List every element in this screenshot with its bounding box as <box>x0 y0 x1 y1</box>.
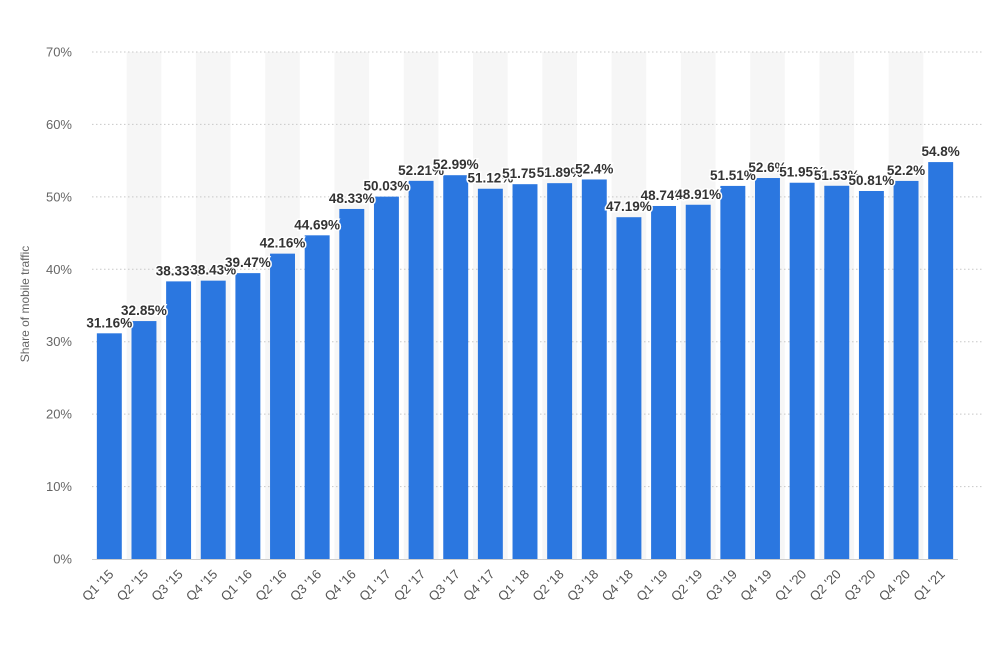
bar[interactable] <box>512 184 538 560</box>
bar[interactable] <box>824 185 850 559</box>
y-axis-title: Share of mobile traffic <box>18 246 32 363</box>
y-tick-label: 0% <box>53 552 72 567</box>
x-tick-label: Q4 '18 <box>599 567 636 604</box>
bar[interactable] <box>166 281 192 559</box>
bars <box>96 162 954 560</box>
y-axis-ticks: 0% 10% 20% 30% 40% 50% 60% 70% <box>46 45 72 567</box>
bar[interactable] <box>131 321 157 559</box>
y-tick-label: 30% <box>46 334 72 349</box>
data-label: 51.89% <box>537 165 583 180</box>
data-label: 51.12% <box>467 171 513 186</box>
bar[interactable] <box>270 253 295 559</box>
x-tick-label: Q1 '15 <box>79 567 116 604</box>
bar[interactable] <box>96 333 122 559</box>
data-label: 48.33% <box>329 191 375 206</box>
data-label: 48.91% <box>675 187 721 202</box>
data-label: 52.4% <box>575 161 613 176</box>
y-tick-label: 10% <box>46 479 72 494</box>
bar[interactable] <box>547 183 573 559</box>
bar[interactable] <box>339 208 365 560</box>
data-label: 38.43% <box>190 263 236 278</box>
bar[interactable] <box>443 175 469 560</box>
bar[interactable] <box>616 217 642 559</box>
data-label: 50.03% <box>364 179 410 194</box>
bar[interactable] <box>304 235 330 559</box>
x-tick-label: Q1 '17 <box>356 567 393 604</box>
data-label: 39.47% <box>225 255 271 270</box>
x-tick-label: Q2 '19 <box>668 567 705 604</box>
data-label: 38.33% <box>156 263 202 278</box>
bar[interactable] <box>685 204 711 559</box>
x-tick-label: Q1 '21 <box>910 567 947 604</box>
bar[interactable] <box>235 273 261 559</box>
data-label: 50.81% <box>849 173 895 188</box>
bar[interactable] <box>893 180 919 559</box>
x-tick-label: Q2 '18 <box>529 567 566 604</box>
data-label: 42.16% <box>260 236 306 251</box>
bar[interactable] <box>408 180 434 559</box>
x-tick-label: Q3 '19 <box>703 567 740 604</box>
x-tick-label: Q1 '18 <box>495 567 532 604</box>
y-tick-label: 70% <box>46 45 72 60</box>
x-tick-label: Q3 '17 <box>425 567 462 604</box>
bar[interactable] <box>858 190 884 560</box>
data-label: 32.85% <box>121 303 167 318</box>
y-tick-label: 50% <box>46 189 72 204</box>
x-tick-label: Q4 '19 <box>737 567 774 604</box>
data-label: 51.95% <box>779 165 825 180</box>
data-labels: 31.16%32.85% 38.33%38.43%39.47% 42.16% 44.6… <box>85 143 961 332</box>
x-tick-label: Q2 '17 <box>391 567 428 604</box>
bar[interactable] <box>477 188 503 559</box>
x-tick-label: Q4 '20 <box>876 567 913 604</box>
x-tick-label: Q2 '20 <box>806 567 843 604</box>
bar[interactable] <box>720 185 746 560</box>
x-tick-label: Q4 '15 <box>183 567 220 604</box>
bar[interactable] <box>373 196 399 559</box>
data-label: 52.99% <box>433 157 479 172</box>
bar[interactable] <box>581 179 607 559</box>
data-label: 52.2% <box>887 163 925 178</box>
x-tick-label: Q3 '18 <box>564 567 601 604</box>
x-tick-label: Q3 '16 <box>287 567 324 604</box>
bar[interactable] <box>755 178 780 560</box>
x-tick-label: Q4 '16 <box>322 567 359 604</box>
bar[interactable] <box>200 280 226 559</box>
x-tick-label: Q1 '20 <box>772 567 809 604</box>
bar[interactable] <box>789 182 815 559</box>
bar[interactable] <box>928 162 954 559</box>
y-tick-label: 40% <box>46 262 72 277</box>
y-tick-label: 20% <box>46 407 72 422</box>
data-label: 54.8% <box>922 144 960 159</box>
data-label: 51.53% <box>814 168 860 183</box>
x-tick-label: Q3 '15 <box>148 567 185 604</box>
x-tick-label: Q4 '17 <box>460 567 497 604</box>
x-tick-label: Q2 '16 <box>252 567 289 604</box>
data-label: 44.69% <box>294 217 340 232</box>
data-label: 51.51% <box>710 168 756 183</box>
x-tick-label: Q2 '15 <box>114 567 151 604</box>
x-tick-label: Q3 '20 <box>841 567 878 604</box>
data-label: 47.19% <box>606 199 652 214</box>
y-tick-label: 60% <box>46 117 72 132</box>
bar[interactable] <box>651 205 677 559</box>
data-label: 52.6% <box>748 160 786 175</box>
data-label: 52.21% <box>398 163 444 178</box>
data-label: 48.74% <box>641 188 687 203</box>
x-tick-label: Q1 '19 <box>633 567 670 604</box>
data-label: 51.75% <box>502 166 548 181</box>
data-label: 31.16% <box>86 315 132 330</box>
x-tick-label: Q1 '16 <box>218 567 255 604</box>
